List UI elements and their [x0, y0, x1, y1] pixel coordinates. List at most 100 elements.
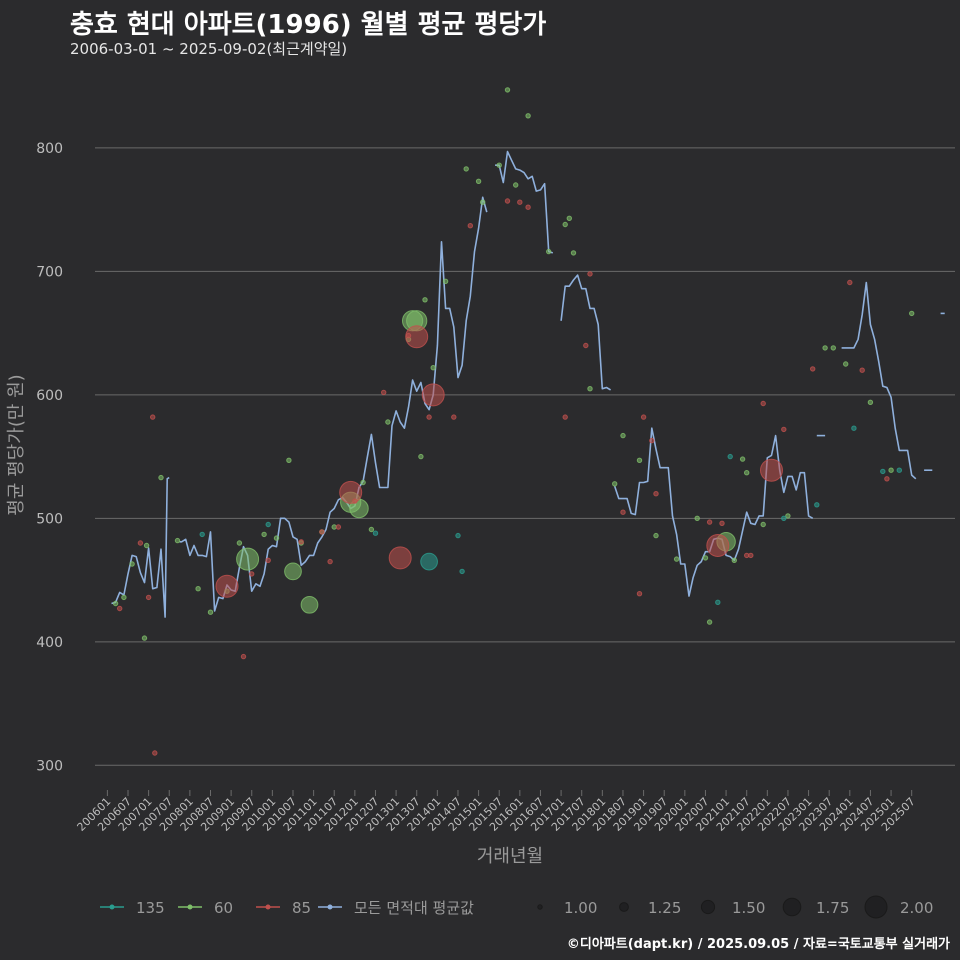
point-135 — [459, 568, 465, 575]
average-series — [111, 150, 945, 618]
point-85 — [640, 414, 647, 420]
point-60 — [744, 470, 750, 476]
point-135 — [455, 532, 461, 539]
point-60 — [867, 399, 874, 405]
y-tick-500: 500 — [36, 511, 63, 527]
point-85 — [562, 414, 568, 420]
point-85 — [426, 414, 432, 420]
point-60 — [480, 199, 486, 205]
point-60 — [785, 513, 791, 519]
point-85 — [421, 383, 445, 407]
point-85 — [781, 426, 787, 433]
point-85 — [706, 534, 730, 557]
point-60 — [261, 531, 267, 538]
legend-size-circle-1.00 — [537, 904, 543, 910]
point-60 — [158, 474, 164, 481]
point-60 — [822, 345, 828, 351]
point-85 — [583, 342, 589, 349]
point-135 — [781, 515, 787, 521]
point-60 — [706, 619, 713, 625]
point-85 — [859, 367, 865, 373]
point-85 — [352, 498, 358, 504]
point-85 — [649, 437, 655, 444]
point-135 — [372, 530, 379, 536]
legend-key-dot-85 — [265, 904, 271, 910]
point-60 — [702, 555, 709, 561]
source-caption: ©디아파트(dapt.kr) / 2025.09.05 / 자료=국토교통부 실… — [566, 937, 950, 952]
point-60 — [843, 361, 849, 367]
legend-label-60: 60 — [214, 899, 233, 917]
point-85 — [152, 750, 158, 756]
point-60 — [513, 182, 519, 188]
average-line-segment — [841, 281, 917, 480]
point-60 — [385, 419, 391, 425]
y-axis-label: 평균 평당가(만 원) — [6, 374, 27, 515]
average-line-segment — [179, 196, 488, 612]
point-85 — [298, 539, 304, 545]
legend-size-circle-1.75 — [782, 897, 802, 917]
point-85 — [145, 594, 152, 601]
point-60 — [207, 609, 214, 615]
point-85 — [319, 529, 325, 535]
point-85 — [719, 520, 725, 526]
legend-size-label-1.75: 1.75 — [816, 899, 849, 917]
average-line-segment — [111, 476, 170, 618]
point-85 — [240, 653, 247, 660]
point-60 — [273, 535, 280, 541]
legend-size-circle-1.25 — [619, 902, 629, 912]
point-85 — [847, 279, 853, 286]
point-60 — [620, 432, 626, 439]
legend-key-dot-135 — [109, 904, 115, 910]
point-85 — [748, 552, 754, 559]
point-60 — [430, 365, 436, 371]
point-85 — [760, 400, 766, 407]
chart-title: 충효 현대 아파트(1996) 월별 평균 평당가 — [70, 10, 547, 40]
legend-label-135: 135 — [136, 899, 165, 917]
point-60 — [830, 345, 836, 351]
point-85 — [636, 591, 643, 597]
point-60 — [463, 166, 469, 172]
point-60 — [284, 562, 302, 581]
point-60 — [525, 113, 531, 119]
point-60 — [694, 515, 700, 521]
point-85 — [653, 491, 659, 497]
point-60 — [566, 215, 572, 222]
point-85 — [117, 605, 123, 612]
point-60 — [888, 467, 894, 473]
point-85 — [339, 480, 363, 504]
point-60 — [300, 595, 319, 614]
legend-size-label-2.00: 2.00 — [900, 899, 933, 917]
point-60 — [360, 479, 366, 486]
point-60 — [121, 594, 127, 601]
point-60 — [496, 162, 502, 168]
point-85 — [760, 458, 783, 482]
point-85 — [265, 557, 271, 563]
point-60 — [112, 600, 119, 607]
x-axis-label: 거래년월 — [477, 846, 543, 867]
point-60 — [174, 537, 181, 544]
point-85 — [137, 540, 144, 546]
x-tick-labels: 2006012006072007012007072008012008072009… — [75, 790, 918, 834]
point-85 — [451, 414, 457, 420]
average-line-segment — [613, 427, 814, 597]
point-85 — [504, 198, 511, 204]
point-60 — [141, 635, 148, 641]
point-85 — [388, 546, 412, 570]
point-135 — [880, 468, 886, 475]
point-85 — [706, 519, 713, 525]
average-line-segment — [495, 150, 554, 254]
point-60 — [562, 221, 568, 228]
point-85 — [335, 524, 342, 530]
point-85 — [381, 389, 387, 396]
point-60 — [909, 310, 915, 317]
point-135 — [265, 521, 271, 528]
point-85 — [884, 476, 890, 482]
point-60 — [570, 250, 577, 256]
point-85 — [587, 271, 593, 277]
point-85 — [467, 223, 473, 229]
point-60 — [236, 540, 243, 546]
point-60 — [236, 547, 260, 571]
y-tick-labels: 300 400 500 600 700 800 — [36, 141, 63, 774]
point-60 — [636, 457, 643, 463]
